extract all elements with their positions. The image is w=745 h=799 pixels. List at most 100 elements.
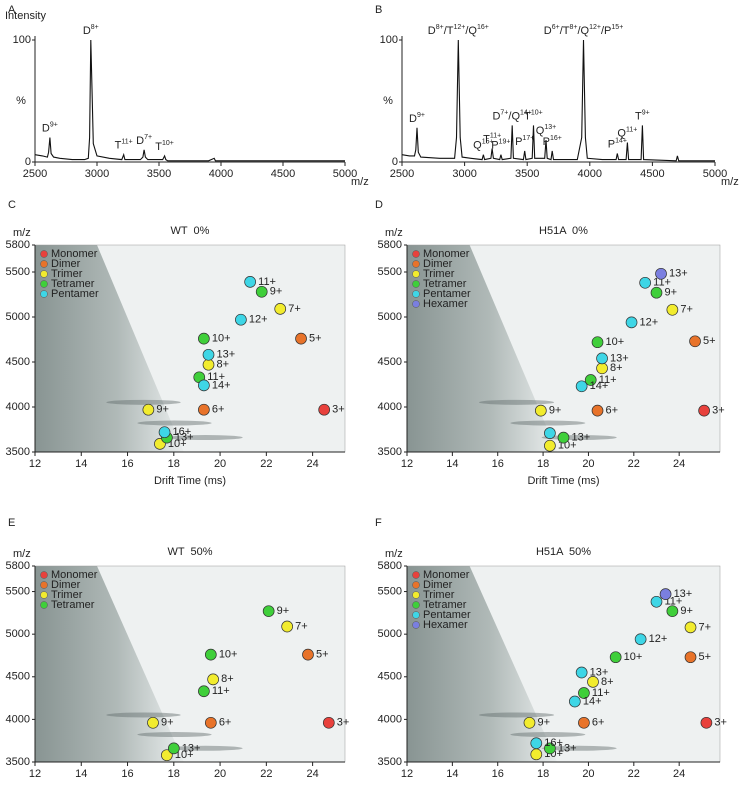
oligomer-point: [295, 332, 307, 345]
chart-title: H51A 50%: [536, 546, 591, 558]
legend-marker: [412, 571, 420, 579]
oligomer-point: [523, 716, 536, 729]
charge-label: 6+: [219, 717, 232, 729]
x-axis-label: Drift Time (ms): [154, 475, 226, 487]
legend-label: Trimer: [51, 268, 83, 280]
oligomer-point: [700, 716, 713, 729]
legend-marker: [412, 260, 420, 268]
legend-marker: [412, 591, 420, 599]
legend-marker: [40, 601, 48, 609]
oligomer-point: [167, 742, 180, 755]
peak-label: Q13+: [536, 124, 556, 137]
y-axis-label: %: [16, 95, 26, 107]
drift-map-band: [137, 732, 212, 738]
y-tick-label: 4000: [378, 713, 402, 725]
charge-label: 7+: [680, 304, 693, 316]
drift-map-band: [510, 732, 586, 738]
oligomer-point: [530, 737, 543, 750]
charge-label: 5+: [703, 335, 716, 347]
oligomer-point: [634, 633, 647, 646]
y-tick-label: 4000: [378, 401, 402, 413]
oligomer-point: [578, 716, 590, 729]
oligomer-point: [235, 313, 247, 326]
oligomer-point: [244, 276, 256, 288]
charge-label: 3+: [332, 404, 345, 416]
oligomer-point: [650, 595, 663, 608]
oligomer-point: [659, 588, 672, 600]
oligomer-point: [698, 404, 710, 417]
legend-label: Hexamer: [423, 619, 468, 631]
legend-label: Dimer: [423, 579, 453, 591]
legend-label: Dimer: [423, 258, 453, 270]
charge-label: 13+: [217, 349, 236, 361]
legend-marker: [40, 270, 48, 278]
x-tick-label: 5000: [703, 168, 727, 180]
drift-map-smear: [35, 566, 184, 762]
oligomer-point: [255, 285, 268, 298]
y-tick-label: 5000: [6, 311, 30, 323]
y-tick-label: 5800: [378, 560, 402, 572]
oligomer-point: [666, 303, 679, 316]
charge-label: 13+: [182, 742, 201, 754]
legend-label: Trimer: [423, 589, 455, 601]
charge-label: 11+: [653, 277, 671, 289]
y-tick-label: 5800: [378, 239, 402, 251]
charge-label: 11+: [212, 685, 230, 697]
oligomer-point: [575, 380, 588, 393]
peak-label: D6+/T8+/Q12+/P15+: [544, 24, 623, 37]
oligomer-point: [530, 748, 543, 761]
oligomer-point: [204, 716, 217, 729]
charge-label: 9+: [549, 405, 562, 417]
y-tick-label: 3500: [6, 446, 30, 458]
charge-label: 7+: [699, 621, 712, 633]
x-tick-label: 14: [446, 458, 458, 470]
charge-label: 10+: [168, 438, 187, 450]
y-tick-label: 3500: [378, 446, 402, 458]
oligomer-point: [202, 358, 215, 371]
oligomer-point: [596, 352, 608, 365]
panel-letter: F: [375, 517, 382, 529]
y-tick-label: 5800: [6, 239, 30, 251]
y-tick-label: 3500: [6, 756, 30, 768]
charge-label: 3+: [337, 717, 350, 729]
charge-label: 9+: [664, 287, 677, 299]
y-axis-label: m/z: [13, 548, 31, 560]
y-axis-title: Intensity: [5, 10, 46, 22]
spectrum-line: [401, 39, 715, 162]
charge-label: 3+: [714, 717, 727, 729]
drift-map-band: [541, 745, 617, 751]
y-tick-label: 4500: [6, 671, 30, 683]
x-axis-label: Drift Time (ms): [527, 475, 599, 487]
y-tick-label: 5000: [6, 628, 30, 640]
charge-label: 14+: [590, 380, 609, 392]
oligomer-point: [625, 316, 638, 329]
oligomer-point: [609, 651, 622, 664]
x-tick-label: 5000: [333, 168, 357, 180]
oligomer-point: [587, 676, 599, 688]
y-tick-label: 5000: [378, 311, 402, 323]
oligomer-point: [202, 348, 215, 361]
peak-label: P16+: [543, 135, 562, 148]
y-tick-label: 100: [13, 34, 31, 46]
y-axis-label: m/z: [385, 227, 403, 239]
legend-marker: [412, 601, 420, 609]
x-tick-label: 12: [401, 768, 413, 780]
peak-label: T11+: [483, 132, 501, 145]
drift-map-band: [510, 420, 586, 426]
charge-label: 11+: [592, 687, 610, 699]
legend-marker: [412, 611, 420, 619]
charge-label: 6+: [212, 404, 225, 416]
x-tick-label: 18: [537, 458, 549, 470]
charge-label: 10+: [219, 649, 238, 661]
peak-label: T11+: [115, 139, 133, 152]
oligomer-point: [198, 379, 210, 392]
legend-marker: [412, 290, 420, 298]
legend-label: Tetramer: [51, 599, 95, 611]
oligomer-point: [650, 286, 663, 299]
charge-label: 7+: [288, 303, 301, 315]
panel-letter: D: [375, 199, 383, 211]
legend-marker: [412, 270, 420, 278]
y-tick-label: 4500: [6, 356, 30, 368]
x-tick-label: 12: [29, 768, 41, 780]
